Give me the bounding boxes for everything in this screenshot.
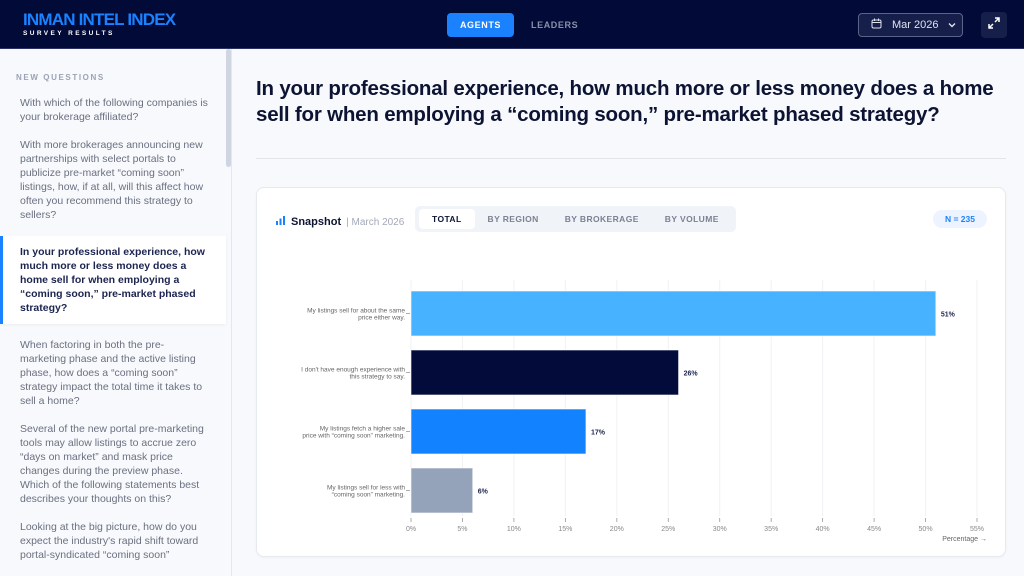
logo-title: INMAN INTEL INDEX bbox=[23, 10, 176, 29]
x-tick-label: 0% bbox=[406, 526, 416, 533]
expand-icon bbox=[988, 16, 1000, 34]
tab-total[interactable]: TOTAL bbox=[419, 209, 475, 229]
category-label: My listings sell for less with bbox=[327, 485, 405, 492]
category-label: My listings fetch a higher sale bbox=[320, 426, 406, 433]
question-item[interactable]: With which of the following companies is… bbox=[20, 97, 208, 123]
logo-subtitle: SURVEY RESULTS bbox=[23, 30, 115, 37]
sidebar-scrollbar[interactable] bbox=[226, 49, 231, 167]
divider bbox=[256, 158, 1006, 159]
x-tick-label: 15% bbox=[558, 526, 572, 533]
expand-button[interactable] bbox=[981, 12, 1007, 38]
x-tick-label: 50% bbox=[919, 526, 933, 533]
sample-size-badge: N = 235 bbox=[932, 210, 987, 228]
category-label: this strategy to say. bbox=[349, 374, 405, 381]
tab-by-region[interactable]: BY REGION bbox=[487, 214, 539, 224]
category-label: “coming soon” marketing. bbox=[332, 492, 406, 499]
tab-by-volume[interactable]: BY VOLUME bbox=[664, 214, 719, 224]
bar bbox=[410, 349, 680, 396]
question-item[interactable]: With more brokerages announcing new part… bbox=[20, 139, 204, 221]
bar bbox=[410, 290, 937, 337]
bar-value-label: 26% bbox=[684, 371, 699, 378]
snapshot-title: Snapshot bbox=[291, 216, 342, 228]
date-picker[interactable]: Mar 2026 bbox=[858, 13, 963, 37]
x-tick-label: 20% bbox=[610, 526, 624, 533]
bar-chart: 0% 5% 10% 15% 20% 25% 30% 35% 40% 45% 50% 55% Percen… bbox=[301, 280, 987, 543]
snapshot-date: | March 2026 bbox=[346, 216, 405, 228]
question-item-active[interactable]: In your professional experience, how muc… bbox=[0, 236, 226, 324]
x-tick-label: 35% bbox=[764, 526, 778, 533]
question-item[interactable]: When factoring in both the pre-marketing… bbox=[20, 339, 203, 407]
calendar-icon bbox=[871, 18, 882, 32]
x-tick-label: 40% bbox=[816, 526, 830, 533]
category-label: My listings sell for about the same bbox=[307, 308, 405, 315]
x-tick-label: 5% bbox=[457, 526, 467, 533]
x-tick-label: 55% bbox=[970, 526, 984, 533]
x-tick-label: 10% bbox=[507, 526, 521, 533]
bar-value-label: 51% bbox=[941, 312, 956, 319]
breakdown-tabs: TOTAL BY REGION BY BROKERAGE BY VOLUME bbox=[415, 206, 736, 232]
category-label: price either way. bbox=[358, 315, 405, 322]
sidebar: NEW QUESTIONS With which of the followin… bbox=[0, 49, 232, 576]
category-label: price with “coming soon” marketing. bbox=[302, 433, 405, 440]
chart-card: Snapshot | March 2026 TOTAL BY REGION BY… bbox=[256, 187, 1006, 557]
bar bbox=[410, 408, 587, 455]
category-label: I don't have enough experience with bbox=[301, 367, 405, 374]
page-title: In your professional experience, how muc… bbox=[256, 77, 994, 126]
x-axis-label: Percentage → bbox=[942, 536, 987, 543]
x-tick-label: 25% bbox=[661, 526, 675, 533]
logo[interactable]: INMAN INTEL INDEX SURVEY RESULTS bbox=[23, 10, 176, 38]
question-list: With which of the following companies is… bbox=[0, 96, 226, 562]
date-value: Mar 2026 bbox=[892, 19, 939, 31]
bar-value-label: 17% bbox=[591, 430, 606, 437]
question-item[interactable]: Looking at the big picture, how do you e… bbox=[20, 521, 199, 561]
top-bar: INMAN INTEL INDEX SURVEY RESULTS AGENTS … bbox=[0, 0, 1024, 49]
sidebar-heading: NEW QUESTIONS bbox=[16, 73, 105, 82]
audience-nav: AGENTS LEADERS bbox=[447, 13, 590, 37]
tab-by-brokerage[interactable]: BY BROKERAGE bbox=[564, 214, 639, 224]
x-tick-label: 30% bbox=[713, 526, 727, 533]
chevron-down-icon bbox=[948, 19, 956, 31]
bar bbox=[410, 467, 474, 514]
snapshot-header: Snapshot | March 2026 bbox=[275, 213, 404, 231]
nav-agents[interactable]: AGENTS bbox=[447, 13, 514, 37]
x-tick-label: 45% bbox=[867, 526, 881, 533]
question-item[interactable]: Several of the new portal pre-marketing … bbox=[20, 423, 204, 505]
bar-value-label: 6% bbox=[478, 489, 489, 496]
bar-chart-icon bbox=[275, 213, 286, 231]
nav-leaders[interactable]: LEADERS bbox=[531, 20, 579, 30]
